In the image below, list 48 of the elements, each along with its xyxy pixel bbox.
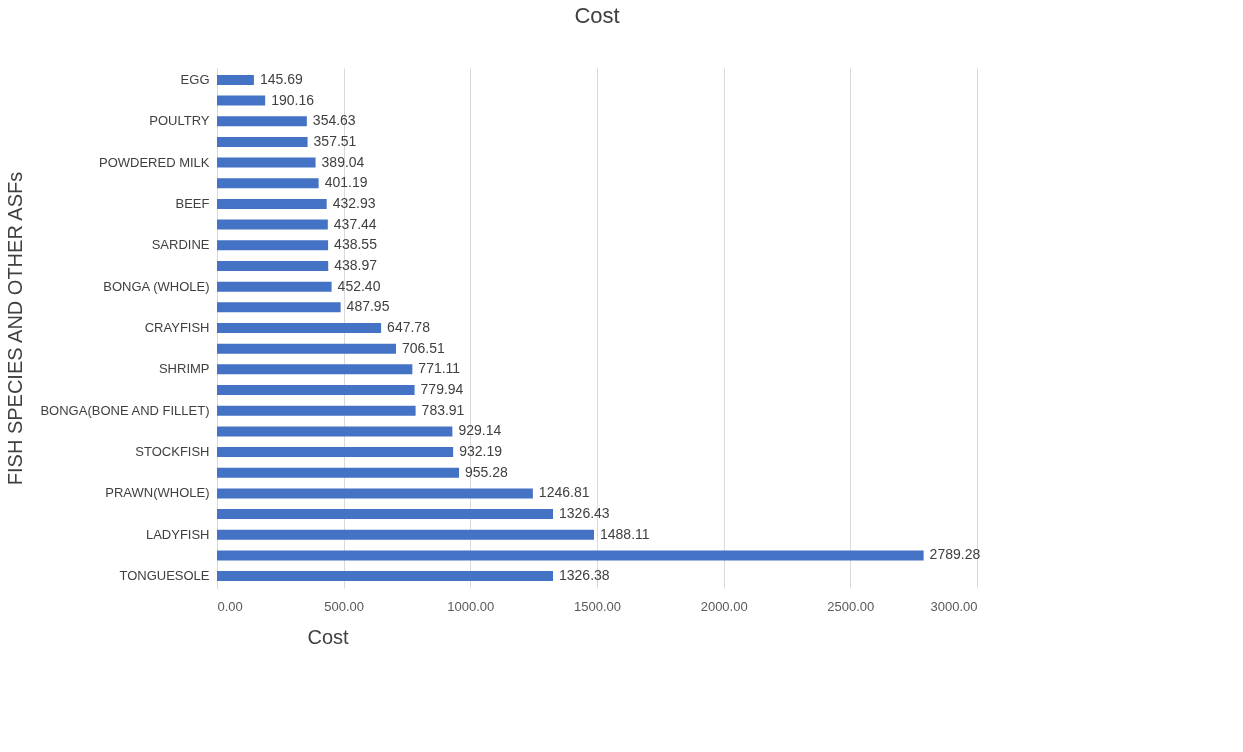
y-tick-label: BONGA (WHOLE): [103, 278, 210, 294]
data-label: 145.69: [259, 70, 303, 87]
data-label: 389.04: [321, 153, 365, 170]
data-label: 357.51: [313, 132, 357, 149]
y-tick-label: SHRIMP: [158, 361, 210, 377]
y-tick-label: SARDINE: [151, 237, 210, 253]
data-label: 706.51: [401, 339, 446, 356]
data-label: 932.19: [459, 443, 503, 460]
y-tick-label: TONGUESOLE: [119, 568, 210, 584]
y-tick-label: CRAYFISH: [144, 320, 210, 335]
data-label: 647.78: [387, 319, 431, 335]
data-label: 955.28: [465, 463, 509, 480]
data-label: 438.55: [334, 236, 378, 253]
y-tick-label: EGG: [180, 71, 210, 87]
data-label: 438.97: [334, 256, 378, 273]
data-label: 401.19: [324, 174, 368, 191]
y-tick-label: STOCKFISH: [135, 444, 210, 460]
data-label: 929.14: [458, 422, 502, 439]
y-tick-label: BEEF: [175, 195, 210, 211]
x-tick-label: 2000.00: [700, 598, 748, 614]
y-axis-title: FISH SPECIES AND OTHER ASFs: [3, 171, 26, 486]
data-label: 190.16: [271, 91, 315, 108]
x-axis-title: Cost: [307, 625, 350, 648]
data-label: 1326.43: [559, 505, 610, 522]
x-tick-label: 2500.00: [827, 598, 875, 614]
x-tick-label: 3000.00: [930, 598, 978, 614]
data-label: 1246.81: [538, 484, 590, 501]
x-tick-label: 0.00: [217, 598, 243, 614]
y-tick-label: POULTRY: [149, 113, 210, 129]
data-label: 779.94: [420, 381, 464, 398]
data-label: 432.93: [332, 194, 376, 211]
y-tick-label: LADYFISH: [145, 526, 210, 542]
x-tick-label: 500.00: [324, 598, 365, 614]
y-tick-label: POWDERED MILK: [98, 154, 210, 170]
data-label: 1488.11: [599, 525, 650, 542]
chart-title: Cost: [574, 3, 620, 28]
data-label: 2789.28: [929, 546, 981, 563]
data-label: 487.95: [346, 298, 390, 315]
y-tick-label: BONGA(BONE AND FILLET): [40, 402, 210, 418]
data-label: 452.40: [337, 277, 381, 294]
data-label: 1326.38: [559, 567, 610, 584]
data-label: 771.11: [418, 360, 461, 377]
x-tick-label: 1000.00: [447, 598, 495, 614]
data-label: 437.44: [333, 215, 377, 232]
data-label: 354.63: [312, 112, 356, 129]
data-label: 783.91: [421, 401, 465, 418]
y-tick-label: PRAWN(WHOLE): [105, 485, 210, 501]
x-tick-label: 1500.00: [574, 598, 621, 614]
